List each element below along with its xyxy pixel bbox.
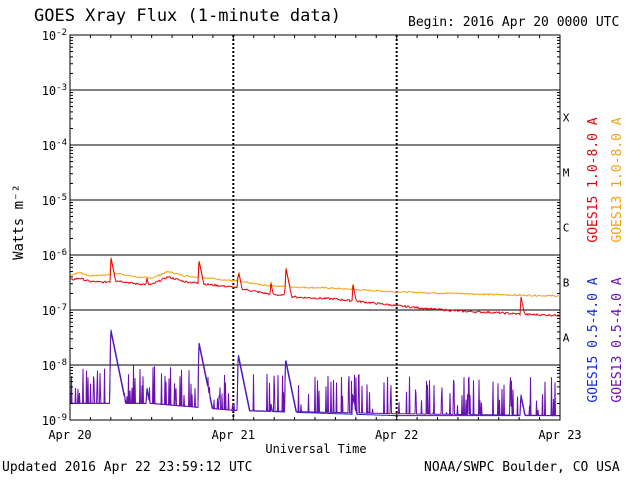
flare-class-b: B — [563, 277, 570, 290]
legend-entry: GOES15 0.5-4.0 A — [586, 277, 601, 402]
plot-frame — [69, 34, 561, 421]
flare-class-m: M — [563, 167, 570, 180]
x-tick-label: Apr 22 — [375, 428, 418, 442]
y-tick-base: 10 — [42, 29, 56, 43]
y-tick-label: 10-9 — [42, 413, 67, 428]
begin-timestamp: Begin: 2016 Apr 20 0000 UTC — [408, 15, 620, 30]
series-layer — [69, 257, 561, 417]
y-tick-base: 10 — [42, 359, 56, 373]
y-tick-label: 10-3 — [42, 83, 67, 98]
y-tick-label: 10-5 — [42, 193, 67, 208]
series-goes15-long — [69, 258, 561, 317]
legend-entry: GOES13 0.5-4.0 A — [610, 277, 625, 402]
y-tick-exponent: -9 — [56, 413, 67, 423]
y-tick-label: 10-8 — [42, 358, 67, 373]
chart-title: GOES Xray Flux (1-minute data) — [34, 6, 342, 26]
y-tick-label: 10-7 — [42, 303, 67, 318]
y-tick-base: 10 — [42, 304, 56, 318]
y-tick-base: 10 — [42, 414, 56, 428]
y-tick-label: 10-2 — [42, 28, 67, 43]
grid-layer — [70, 35, 560, 420]
x-tick-label: Apr 21 — [212, 428, 255, 442]
y-tick-exponent: -8 — [56, 358, 67, 368]
series-goes13-long — [69, 257, 561, 298]
series-goes13-short — [70, 332, 560, 417]
x-tick-label: Apr 23 — [538, 428, 581, 442]
credit-label: NOAA/SWPC Boulder, CO USA — [424, 460, 620, 475]
x-tick-label: Apr 20 — [48, 428, 91, 442]
y-tick-exponent: -7 — [56, 303, 67, 313]
y-tick-base: 10 — [42, 194, 56, 208]
legend-entry: GOES13 1.0-8.0 A — [610, 117, 625, 242]
y-tick-exponent: -2 — [56, 28, 67, 38]
flare-class-x: X — [563, 112, 570, 125]
y-tick-base: 10 — [42, 249, 56, 263]
y-axis-label: Watts m⁻² — [11, 184, 27, 260]
y-tick-base: 10 — [42, 84, 56, 98]
y-tick-label: 10-6 — [42, 248, 67, 263]
y-tick-exponent: -6 — [56, 248, 67, 258]
y-tick-base: 10 — [42, 139, 56, 153]
y-tick-exponent: -4 — [56, 138, 67, 148]
legend-layer: GOES15 1.0-8.0 A GOES13 1.0-8.0 A GOES15 0… — [586, 117, 625, 402]
y-tick-exponent: -3 — [56, 83, 67, 93]
flare-class-c: C — [563, 222, 570, 235]
x-axis-label: Universal Time — [265, 442, 366, 456]
legend-entry: GOES15 1.0-8.0 A — [586, 117, 601, 242]
y-tick-label: 10-4 — [42, 138, 67, 153]
updated-timestamp: Updated 2016 Apr 22 23:59:12 UTC — [2, 460, 253, 475]
flare-class-a: A — [563, 332, 570, 345]
y-tick-exponent: -5 — [56, 193, 67, 203]
